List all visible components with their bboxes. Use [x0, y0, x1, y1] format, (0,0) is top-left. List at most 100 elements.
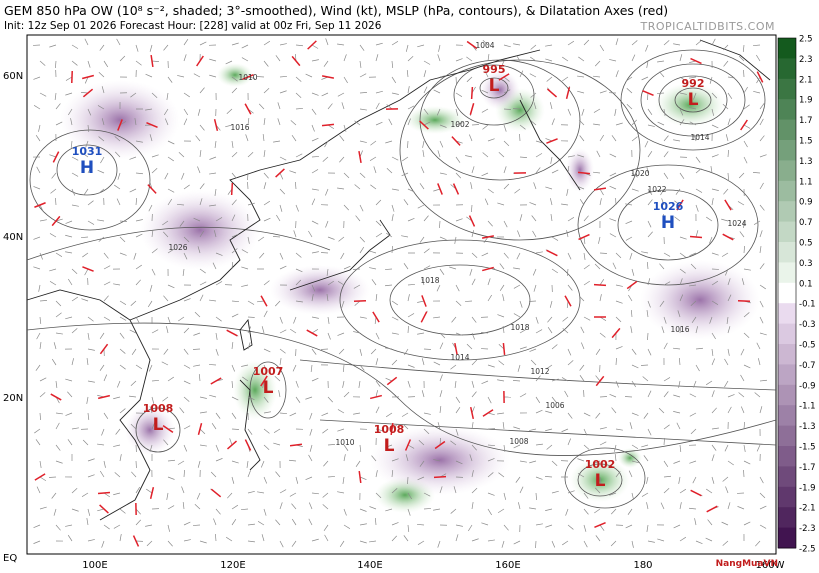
- wind-barb: [147, 300, 153, 308]
- wind-barb: [373, 166, 377, 174]
- wind-barb: [721, 218, 729, 222]
- wind-barb: [535, 329, 543, 334]
- wind-barb: [439, 390, 443, 398]
- wind-barb: [416, 523, 425, 526]
- wind-barb: [194, 311, 201, 318]
- wind-barb: [263, 428, 270, 434]
- wind-barb: [305, 476, 313, 481]
- wind-barb: [743, 124, 751, 129]
- wind-barb: [71, 44, 79, 49]
- wind-barb: [407, 476, 409, 485]
- wind-barb: [290, 120, 297, 126]
- colorbar-label: 0.5: [799, 239, 813, 249]
- wind-barb: [535, 251, 543, 254]
- wind-barb: [595, 535, 601, 542]
- wind-barb: [113, 396, 121, 400]
- wind-barb: [359, 140, 367, 143]
- wind-barb: [146, 488, 153, 494]
- wind-barb: [65, 412, 73, 416]
- pressure-center-type: H: [80, 158, 94, 178]
- wind-barb: [33, 76, 41, 80]
- wind-barb: [183, 380, 191, 385]
- wind-barb: [599, 294, 602, 302]
- wind-barb: [599, 396, 608, 398]
- wind-barb: [293, 230, 297, 238]
- wind-barb: [341, 102, 345, 110]
- wind-barb: [279, 90, 287, 94]
- wind-barb: [183, 396, 190, 402]
- wind-barb: [183, 39, 189, 46]
- wind-barb: [529, 348, 537, 352]
- colorbar-label: 0.3: [799, 259, 813, 269]
- wind-barb: [261, 326, 265, 334]
- wind-barb: [289, 328, 297, 334]
- contour-label: 1014: [690, 133, 709, 142]
- wind-barb: [407, 492, 412, 500]
- wind-barb: [741, 278, 745, 286]
- wind-barb: [753, 91, 761, 94]
- wind-barb: [742, 44, 745, 52]
- wind-barb: [579, 135, 585, 142]
- wind-barb: [355, 460, 361, 467]
- wind-barb: [369, 540, 377, 543]
- wind-barb: [407, 364, 415, 368]
- colorbar-label: 2.3: [799, 55, 813, 65]
- wind-barb: [246, 460, 249, 468]
- wind-barb: [119, 55, 126, 62]
- wind-barb: [247, 316, 256, 318]
- wind-barb: [39, 299, 48, 302]
- dilatation-axis: [50, 393, 62, 401]
- wind-barb: [199, 41, 207, 46]
- wind-barb: [407, 217, 415, 222]
- wind-barb: [503, 140, 510, 147]
- wind-barb: [71, 427, 79, 430]
- wind-barb: [423, 508, 432, 510]
- wind-barb: [646, 310, 649, 318]
- contour-label: 1016: [670, 325, 689, 334]
- wind-barb: [562, 56, 569, 62]
- wind-barb: [705, 537, 713, 542]
- wind-barb: [615, 252, 622, 259]
- wind-barb: [519, 393, 527, 398]
- wind-barb: [68, 278, 73, 286]
- wind-barb: [630, 309, 633, 318]
- wind-barb: [439, 342, 444, 350]
- wind-barb: [339, 540, 345, 548]
- wind-barb: [577, 90, 585, 94]
- wind-barb: [535, 492, 537, 501]
- wind-barb: [151, 396, 155, 404]
- dilatation-axis: [82, 266, 94, 272]
- wind-barb: [483, 236, 489, 243]
- wind-barb: [225, 60, 233, 65]
- wind-barb: [706, 216, 713, 222]
- dilatation-axes: [34, 40, 764, 547]
- wind-barb: [593, 75, 601, 78]
- wind-barb: [183, 425, 191, 430]
- wind-barb: [129, 329, 137, 334]
- longitude-label: 120E: [220, 560, 245, 571]
- wind-barb: [609, 492, 617, 496]
- wind-barb: [273, 428, 281, 434]
- wind-barb: [503, 89, 511, 94]
- wind-barb: [145, 524, 153, 527]
- dilatation-axis: [546, 88, 558, 98]
- dilatation-axis: [210, 488, 222, 498]
- wind-barb: [259, 252, 265, 259]
- wind-barb: [759, 505, 767, 510]
- wind-barb: [87, 166, 92, 174]
- wind-barb: [34, 428, 41, 434]
- wind-barb: [247, 326, 252, 334]
- wind-barb: [498, 344, 505, 350]
- wind-barb: [99, 364, 105, 371]
- wind-barb: [722, 44, 729, 51]
- wind-barb: [759, 230, 763, 238]
- wind-barb: [343, 391, 350, 398]
- wind-barb: [323, 460, 329, 467]
- dilatation-axis: [724, 199, 732, 211]
- wind-barb: [752, 172, 761, 174]
- wind-barb: [599, 90, 607, 94]
- wind-barb: [417, 332, 425, 335]
- dilatation-axis: [132, 535, 140, 547]
- dilatation-axis: [117, 119, 123, 131]
- wind-barb: [529, 73, 537, 78]
